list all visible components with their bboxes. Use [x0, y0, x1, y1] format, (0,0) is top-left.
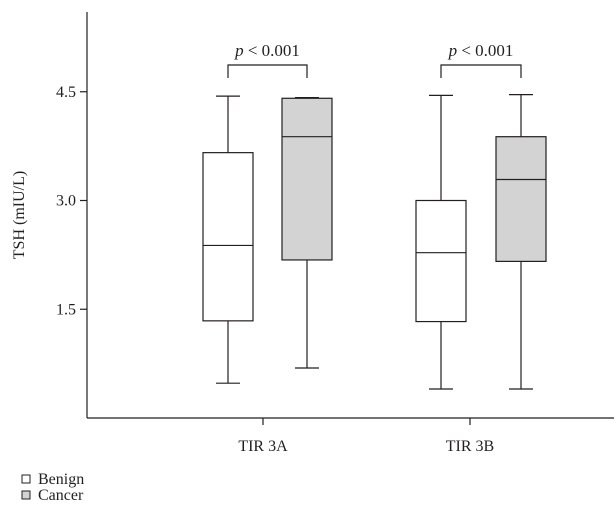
y-tick-label: 3.0: [56, 193, 76, 210]
interquartile-box: [495, 136, 547, 262]
legend-label-cancer: Cancer: [38, 487, 84, 504]
significance-bracket: [227, 64, 308, 78]
box-cancer-1: [281, 96, 333, 369]
y-tick-label: 4.5: [56, 84, 76, 101]
legend-label-benign: Benign: [38, 471, 84, 488]
box-benign-2: [415, 94, 467, 390]
box-plot-marks: [202, 94, 547, 390]
legend-swatch-cancer: [21, 490, 31, 500]
x-tick-label: TIR 3B: [446, 438, 494, 455]
interquartile-box: [281, 97, 333, 261]
axes: 1.5 3.0 4.5 TIR 3A TIR 3B: [56, 12, 614, 455]
significance-annotations: p < 0.001 p < 0.001: [227, 41, 522, 78]
box-cancer-2: [495, 94, 547, 390]
significance-bracket: [440, 64, 522, 78]
y-tick-label: 1.5: [56, 301, 76, 318]
y-axis-title: TSH (mIU/L): [11, 171, 28, 259]
interquartile-box: [202, 152, 254, 322]
box-benign-1: [202, 95, 254, 384]
legend-swatch-benign: [21, 474, 31, 484]
p-value-label: p < 0.001: [448, 41, 514, 60]
interquartile-box: [415, 199, 467, 323]
x-tick-label: TIR 3A: [238, 438, 288, 455]
p-value-label: p < 0.001: [234, 41, 300, 60]
